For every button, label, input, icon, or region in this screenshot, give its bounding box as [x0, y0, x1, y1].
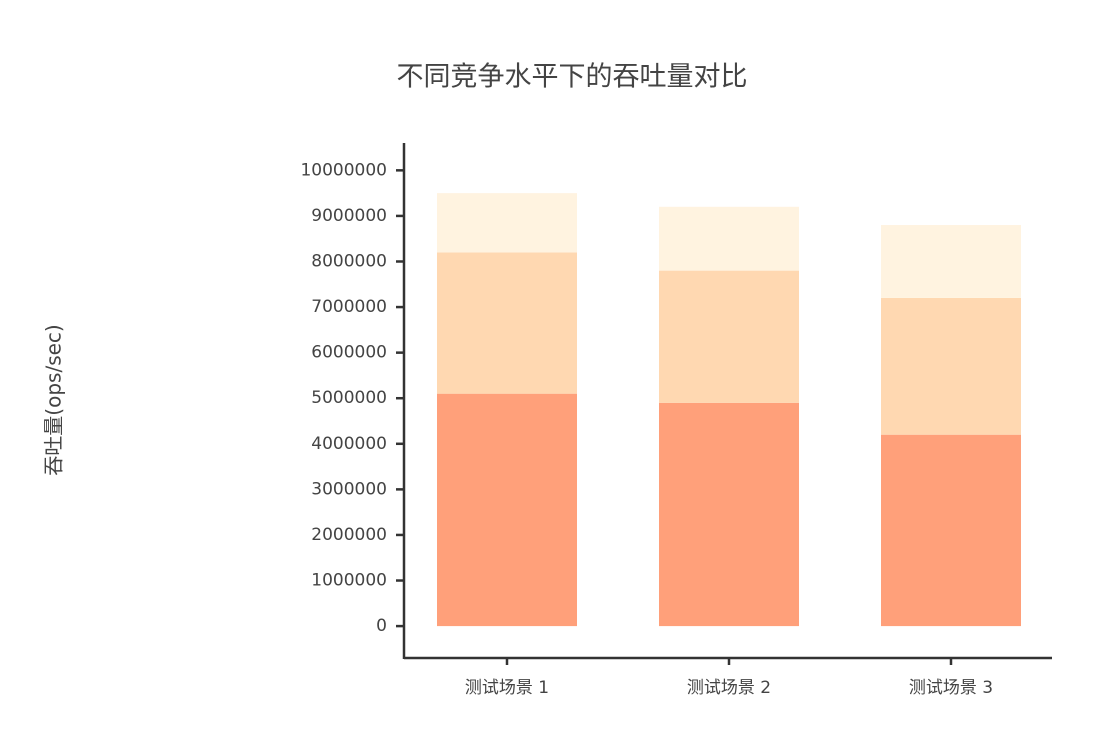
y-tick-label: 7000000 — [311, 297, 387, 317]
bar-segment — [881, 297, 1021, 435]
y-tick-label: 3000000 — [311, 479, 387, 499]
y-axis-label: 吞吐量(ops/sec) — [42, 324, 66, 475]
bar-segment — [437, 252, 577, 394]
y-tick-label: 10000000 — [300, 160, 387, 180]
bar-segment — [437, 393, 577, 627]
bar-segment — [659, 206, 799, 271]
bar-segment — [437, 193, 577, 253]
y-tick-label: 9000000 — [311, 206, 387, 226]
x-tick-label: 测试场景 1 — [465, 678, 549, 698]
y-tick-label: 8000000 — [311, 251, 387, 271]
y-tick-label: 0 — [376, 616, 387, 636]
chart-title: 不同竞争水平下的吞吐量对比 — [397, 62, 748, 93]
y-tick-label: 5000000 — [311, 388, 387, 408]
bar-segment — [659, 402, 799, 627]
y-tick-label: 2000000 — [311, 525, 387, 545]
bar-segment — [659, 270, 799, 403]
y-tick-label: 1000000 — [311, 571, 387, 591]
x-tick-label: 测试场景 2 — [687, 678, 771, 698]
x-tick-label: 测试场景 3 — [909, 678, 993, 698]
bar-segment — [881, 434, 1021, 627]
y-tick-label: 4000000 — [311, 434, 387, 454]
y-tick-label: 6000000 — [311, 343, 387, 363]
bar-segment — [881, 225, 1021, 298]
